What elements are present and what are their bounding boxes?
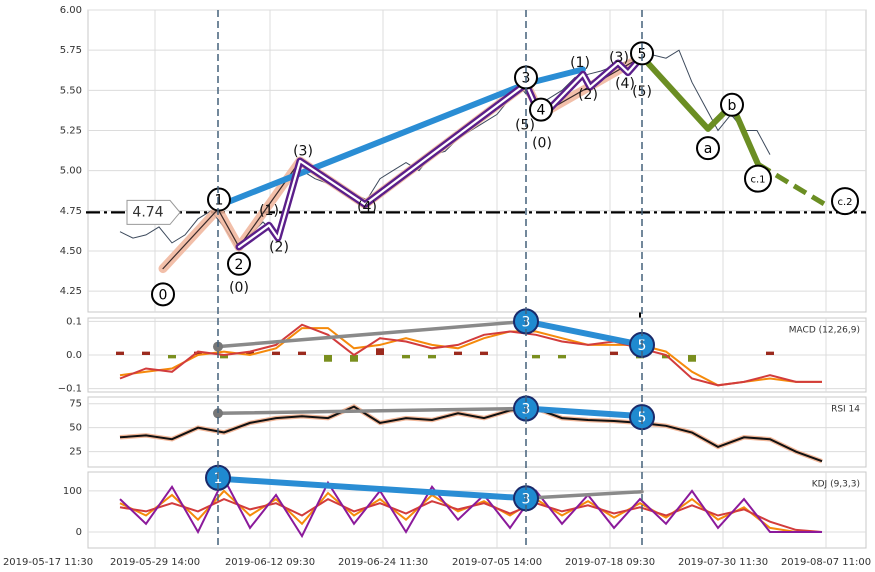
wave-label: (4)	[357, 200, 377, 216]
x-tick-label: 2019-06-12 09:30	[225, 557, 315, 568]
y-tick-label: 5.50	[60, 85, 82, 96]
y-tick-label: −0.1	[58, 384, 82, 395]
wave-label: (3)	[293, 143, 313, 159]
wave-line	[523, 318, 645, 348]
wave-label: (0)	[229, 280, 249, 296]
wave-marker	[831, 187, 859, 216]
histogram-bar	[272, 351, 280, 355]
trend-line	[524, 489, 644, 501]
histogram-bar	[766, 351, 774, 355]
wave-label: (3)	[609, 50, 629, 66]
wave-marker	[207, 187, 231, 212]
wave-marker	[696, 136, 720, 161]
x-tick-label: 2019-07-30 11:30	[678, 557, 768, 568]
x-tick-label: 2019-08-07 11:00	[781, 557, 871, 568]
histogram-bar	[610, 351, 618, 355]
histogram-bar	[298, 351, 306, 355]
histogram-bar	[376, 348, 384, 355]
wave-line	[639, 53, 761, 168]
histogram-bar	[116, 351, 124, 355]
wave-label: (0)	[532, 135, 552, 151]
y-tick-label: 5.75	[60, 45, 82, 56]
histogram-bar	[324, 355, 332, 362]
wave-label: c.1	[750, 175, 765, 186]
wave-label: (2)	[269, 240, 289, 256]
plot-area	[87, 471, 867, 549]
series-line	[119, 405, 823, 463]
y-tick-label: 50	[69, 423, 82, 434]
wave-marker	[720, 92, 744, 117]
wave-marker	[227, 251, 251, 276]
support-label: 4.74	[132, 204, 163, 220]
y-tick-label: 5.00	[60, 166, 82, 177]
wave-label: (5)	[515, 118, 535, 134]
wave-label: 0	[159, 287, 168, 303]
trend-line	[216, 406, 528, 416]
x-tick-label: 2019-07-05 14:00	[452, 557, 542, 568]
wave-label: 4	[537, 103, 546, 119]
histogram-bar	[688, 355, 696, 362]
histogram-bar	[428, 355, 436, 359]
histogram-bar	[454, 351, 462, 355]
histogram-bar	[350, 355, 358, 362]
wave-label: 1	[215, 193, 224, 209]
y-tick-label: 4.25	[60, 286, 82, 297]
series-line	[119, 323, 822, 387]
histogram-bar	[142, 351, 150, 355]
y-tick-label: 5.25	[60, 125, 82, 136]
y-tick-label: 4.75	[60, 206, 82, 217]
y-tick-label: 100	[63, 486, 82, 497]
y-tick-label: 25	[69, 447, 82, 458]
wave-label: (4)	[615, 76, 635, 92]
y-tick-label: 6.00	[60, 5, 82, 16]
wave-label: (1)	[259, 203, 279, 219]
wave-label: c.2	[837, 197, 852, 208]
x-tick-label: 2019-07-18 09:30	[565, 557, 655, 568]
wave-marker	[529, 97, 553, 122]
wave-label: b	[728, 98, 737, 114]
x-tick-label: 2019-05-17 11:30	[3, 557, 93, 568]
y-tick-label: 75	[69, 399, 82, 410]
wave-marker	[630, 41, 654, 66]
wave-label: (2)	[578, 87, 598, 103]
panel-title: MACD (12,26,9)	[789, 326, 860, 336]
wave-line	[215, 475, 529, 502]
x-tick-label: 2019-05-29 14:00	[110, 557, 200, 568]
plot-area	[87, 396, 867, 468]
label-box	[126, 199, 181, 225]
histogram-bar	[194, 351, 202, 355]
y-tick-label: 0.1	[66, 316, 82, 327]
histogram-bar	[558, 355, 566, 359]
histogram-bar	[662, 355, 670, 359]
wave-line	[523, 405, 645, 420]
plot-area	[87, 9, 867, 313]
histogram-bar	[532, 355, 540, 359]
histogram-bar	[402, 355, 410, 359]
wave-marker	[151, 282, 175, 307]
trend-anchor	[213, 408, 223, 419]
series-line	[119, 476, 822, 539]
panel-title: KDJ (9,3,3)	[812, 480, 860, 490]
wave-label: a	[704, 141, 713, 157]
wave-marker	[744, 164, 772, 193]
panel-title: RSI 14	[831, 405, 860, 415]
x-tick-label: 2019-06-24 11:30	[338, 557, 428, 568]
y-tick-label: 0	[76, 527, 82, 538]
wave-label: 2	[235, 257, 244, 273]
y-tick-label: 4.50	[60, 246, 82, 257]
histogram-bar	[246, 351, 254, 355]
wave-label: (1)	[570, 55, 590, 71]
trend-line	[216, 319, 528, 349]
histogram-bar	[220, 355, 228, 359]
y-tick-label: 0.0	[66, 350, 82, 361]
histogram-bar	[480, 351, 488, 355]
histogram-bar	[168, 355, 176, 359]
